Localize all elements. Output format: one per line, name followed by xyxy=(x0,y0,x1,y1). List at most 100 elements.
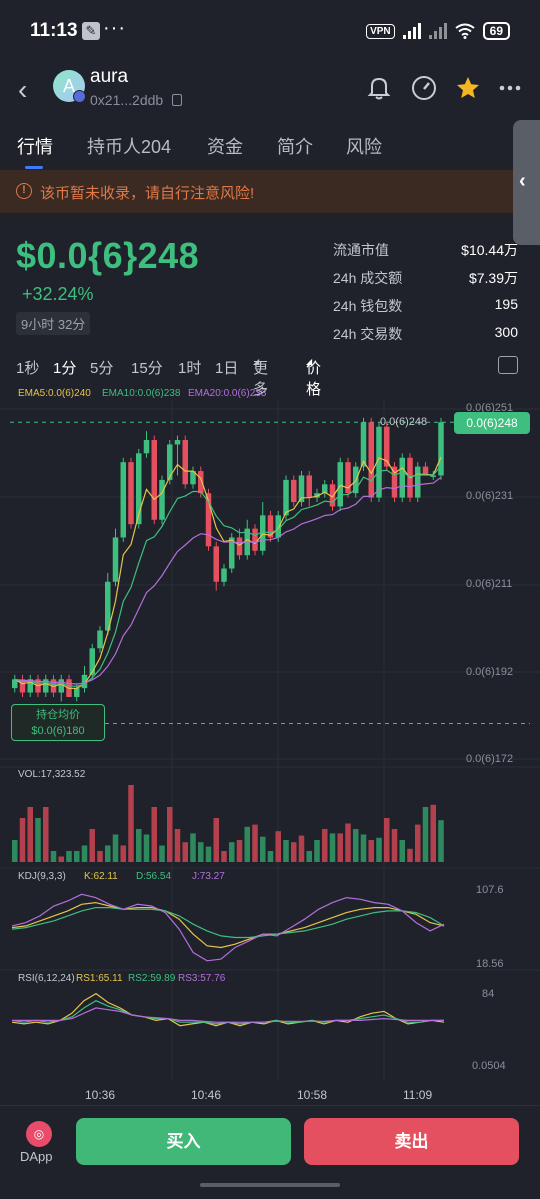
volume-bar xyxy=(244,826,250,862)
home-indicator xyxy=(200,1183,340,1187)
candle-body xyxy=(422,466,429,476)
x-tick-3: 10:58 xyxy=(297,1088,328,1102)
rsi-3-value: RS3:57.76 xyxy=(178,973,226,984)
ema5-line xyxy=(14,457,442,690)
stat-label-volume: 24h 成交额 xyxy=(333,270,403,286)
candle-body xyxy=(182,440,188,485)
candle-body xyxy=(43,679,49,693)
active-tab-indicator xyxy=(25,166,43,169)
candle-body xyxy=(151,440,157,520)
volume-bar xyxy=(174,829,181,862)
volume-bar xyxy=(260,836,266,862)
interval-1d[interactable]: 1日 xyxy=(215,360,239,377)
tab-bar: 行情 持币人204 资金 简介 风险 xyxy=(0,128,540,169)
volume-bar xyxy=(213,818,219,862)
copy-icon[interactable] xyxy=(172,94,182,106)
candle-body xyxy=(415,466,421,498)
candle-body xyxy=(236,537,243,556)
volume-bar xyxy=(43,807,49,862)
dapp-icon[interactable]: ◎ xyxy=(26,1121,52,1147)
rsi-1-value: RS1:65.11 xyxy=(76,973,123,984)
interval-1s[interactable]: 1秒 xyxy=(16,360,40,377)
candle-body xyxy=(105,581,111,631)
wrench-icon: ✎ xyxy=(82,22,100,40)
vpn-icon: VPN xyxy=(366,23,395,39)
tab-market[interactable]: 行情 xyxy=(17,137,53,157)
kdj-d-line xyxy=(11,907,445,939)
dapp-label[interactable]: DApp xyxy=(20,1149,53,1164)
volume-bar xyxy=(66,851,72,862)
status-bar: 11:13 ✎ ··· VPN 69 xyxy=(0,0,540,62)
battery-indicator: 69 xyxy=(482,22,510,40)
wifi-icon xyxy=(455,23,475,39)
x-tick-2: 10:46 xyxy=(191,1088,222,1102)
candle-body xyxy=(438,422,444,476)
candle-body xyxy=(19,679,26,693)
kline-chart[interactable] xyxy=(0,400,540,1100)
hold-average-price[interactable]: 持仓均价 $0.0(6)180 xyxy=(11,704,105,741)
volume-bar xyxy=(430,804,436,862)
volume-bar xyxy=(81,845,88,862)
back-arrow-icon[interactable]: ‹ xyxy=(18,74,28,105)
side-panel-toggle[interactable]: ‹ xyxy=(513,120,540,245)
volume-bar xyxy=(58,856,64,862)
volume-bar xyxy=(291,842,297,862)
candle-body xyxy=(291,479,297,503)
candle-body xyxy=(89,648,95,675)
candle-body xyxy=(74,688,80,697)
candle-body xyxy=(190,471,196,485)
volume-bar xyxy=(252,824,258,862)
candle-body xyxy=(159,479,165,520)
candle-body xyxy=(143,440,150,454)
sell-button[interactable]: 卖出 xyxy=(304,1118,519,1165)
warning-icon: ! xyxy=(16,183,32,199)
chain-badge-icon xyxy=(73,90,86,103)
volume-bar xyxy=(50,851,57,862)
buy-button[interactable]: 买入 xyxy=(76,1118,291,1165)
candle-body xyxy=(12,679,18,689)
volume-label: VOL:17,323.52 xyxy=(18,769,86,780)
volume-bar xyxy=(35,818,41,862)
volume-bar xyxy=(27,807,33,862)
token-header: ‹ A aura 0x21...2ddb xyxy=(0,62,540,120)
interval-1m[interactable]: 1分 xyxy=(53,360,77,377)
more-options-icon[interactable] xyxy=(496,74,524,102)
interval-1h[interactable]: 1时 xyxy=(178,360,202,377)
rsi-bottom-tick: 0.0504 xyxy=(472,1060,506,1072)
ema5-label: EMA5:0.0(6)240 xyxy=(18,388,91,399)
stat-label-wallets: 24h 钱包数 xyxy=(333,298,403,314)
volume-bar xyxy=(112,834,119,862)
x-tick-1: 10:36 xyxy=(85,1088,116,1102)
volume-bar xyxy=(438,820,444,862)
volume-bar xyxy=(345,823,351,862)
stat-value-volume: $7.39万 xyxy=(468,270,518,286)
candle-body xyxy=(430,475,436,477)
high-marker-label: 0.0(6)248 xyxy=(380,416,428,428)
kdj-k-line xyxy=(11,901,445,949)
volume-bar xyxy=(236,840,243,862)
candle-body xyxy=(205,493,212,547)
volume-bar xyxy=(360,834,367,862)
candle-body xyxy=(260,515,266,551)
volume-bar xyxy=(143,834,150,862)
y-tick-2: 0.0(6)231 xyxy=(466,490,514,502)
signal-2-icon xyxy=(428,23,447,39)
tab-holders[interactable]: 持币人204 xyxy=(87,137,172,157)
caret-down-icon: ◢ xyxy=(253,357,260,366)
tab-funds[interactable]: 资金 xyxy=(207,137,243,157)
interval-15m[interactable]: 15分 xyxy=(131,360,163,377)
kdj-label: KDJ(9,3,3) xyxy=(18,871,66,882)
speed-gauge-icon[interactable] xyxy=(410,74,438,102)
tab-intro[interactable]: 简介 xyxy=(277,137,313,157)
candle-body xyxy=(167,444,173,480)
bell-icon[interactable] xyxy=(365,74,393,102)
volume-bar xyxy=(120,845,126,862)
volume-bar xyxy=(105,845,111,862)
rsi-label: RSI(6,12,24) xyxy=(18,973,75,984)
chart-settings-icon[interactable] xyxy=(498,356,518,374)
y-tick-4: 0.0(6)192 xyxy=(466,666,514,678)
tab-risk[interactable]: 风险 xyxy=(346,137,382,157)
volume-bar xyxy=(322,829,328,862)
interval-5m[interactable]: 5分 xyxy=(90,360,114,377)
star-favorite-icon[interactable] xyxy=(454,74,482,102)
